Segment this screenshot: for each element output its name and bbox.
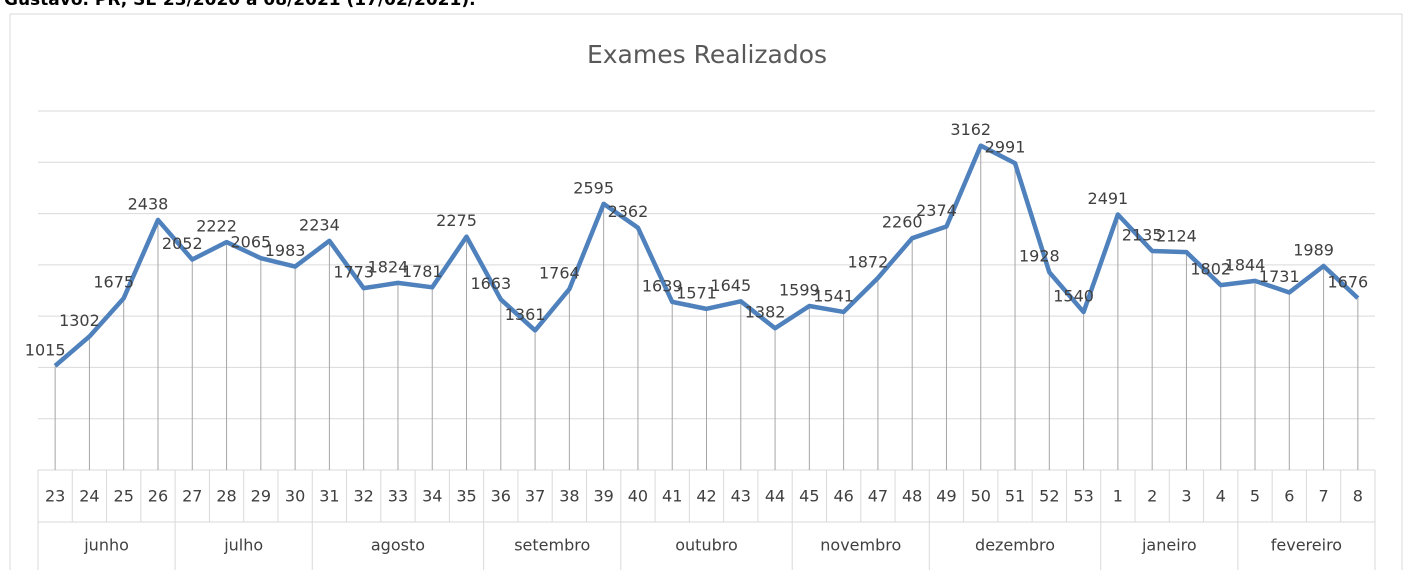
data-label: 1731 [1259, 267, 1300, 286]
data-label: 2275 [436, 211, 477, 230]
data-label: 1540 [1053, 287, 1094, 306]
x-tick-label: 34 [422, 487, 442, 506]
data-label: 2222 [196, 217, 237, 236]
data-label: 1571 [676, 283, 717, 302]
x-tick-label: 28 [216, 487, 236, 506]
x-tick-label: 43 [731, 487, 751, 506]
data-label: 1675 [93, 273, 134, 292]
x-tick-label: 31 [319, 487, 339, 506]
data-label: 1676 [1327, 273, 1368, 292]
x-tick-label: 53 [1073, 487, 1093, 506]
data-label: 2991 [985, 138, 1026, 157]
x-group-label: janeiro [1141, 536, 1197, 555]
x-tick-label: 41 [662, 487, 682, 506]
chart-title: Exames Realizados [587, 40, 827, 69]
data-label: 1844 [1225, 255, 1266, 274]
data-label: 2491 [1088, 189, 1129, 208]
x-tick-label: 49 [936, 487, 956, 506]
data-label: 1989 [1293, 240, 1334, 259]
data-label: 2374 [916, 201, 957, 220]
data-label: 1639 [642, 276, 683, 295]
x-tick-label: 38 [559, 487, 579, 506]
data-label: 1645 [710, 276, 751, 295]
data-label: 1015 [25, 340, 66, 359]
x-tick-label: 27 [182, 487, 202, 506]
header-text: Gustavo. PR, SE 23/2020 a 08/2021 (17/02… [4, 0, 476, 10]
data-label: 3162 [950, 120, 991, 139]
x-tick-label: 42 [696, 487, 716, 506]
x-group-label: setembro [514, 536, 590, 555]
x-tick-label: 37 [525, 487, 545, 506]
data-label: 1781 [402, 262, 443, 281]
data-line [53, 143, 1360, 368]
x-tick-label: 36 [491, 487, 511, 506]
x-tick-label: 47 [868, 487, 888, 506]
x-tick-label: 26 [148, 487, 168, 506]
x-tick-label: 33 [388, 487, 408, 506]
data-label: 1382 [745, 303, 786, 322]
x-tick-label: 40 [628, 487, 648, 506]
data-label: 2438 [128, 194, 169, 213]
data-label: 2234 [299, 215, 340, 234]
x-tick-label: 23 [45, 487, 65, 506]
data-label: 1599 [779, 280, 820, 299]
x-tick-label: 1 [1113, 487, 1123, 506]
x-tick-label: 51 [1005, 487, 1025, 506]
data-label: 2052 [162, 234, 203, 253]
data-label: 1541 [813, 286, 854, 305]
x-group-label: dezembro [975, 536, 1055, 555]
x-tick-label: 46 [833, 487, 853, 506]
data-label: 2124 [1156, 227, 1197, 246]
data-label: 1663 [470, 274, 511, 293]
x-tick-label: 32 [353, 487, 373, 506]
x-tick-label: 2 [1147, 487, 1157, 506]
data-label: 1872 [848, 252, 889, 271]
x-tick-label: 30 [285, 487, 305, 506]
data-label: 1983 [265, 241, 306, 260]
x-tick-label: 48 [902, 487, 922, 506]
x-tick-label: 5 [1250, 487, 1260, 506]
data-label: 1302 [59, 311, 100, 330]
data-label: 1773 [333, 263, 374, 282]
x-tick-label: 4 [1216, 487, 1226, 506]
data-label: 2260 [882, 213, 923, 232]
x-tick-label: 44 [765, 487, 785, 506]
x-tick-label: 25 [114, 487, 134, 506]
x-group-label: fevereiro [1271, 536, 1342, 555]
data-label: 2065 [230, 233, 271, 252]
x-tick-label: 45 [799, 487, 819, 506]
x-group-label: julho [223, 536, 263, 555]
data-label: 2362 [608, 202, 649, 221]
x-tick-label: 3 [1181, 487, 1191, 506]
x-tick-label: 29 [251, 487, 271, 506]
chart-area [9, 13, 1403, 570]
x-group-label: junho [83, 536, 129, 555]
x-tick-label: 7 [1318, 487, 1328, 506]
x-tick-label: 50 [971, 487, 991, 506]
x-tick-label: 52 [1039, 487, 1059, 506]
x-group-label: agosto [371, 536, 425, 555]
x-tick-label: 35 [456, 487, 476, 506]
data-label: 1928 [1019, 247, 1060, 266]
data-label: 2135 [1122, 226, 1163, 245]
data-label: 1361 [505, 305, 546, 324]
data-label: 1824 [368, 257, 409, 276]
x-tick-label: 39 [593, 487, 613, 506]
x-tick-label: 24 [79, 487, 99, 506]
x-group-label: novembro [820, 536, 901, 555]
x-group-label: outubro [675, 536, 738, 555]
x-tick-label: 8 [1353, 487, 1363, 506]
x-tick-label: 6 [1284, 487, 1294, 506]
data-label: 1764 [539, 264, 580, 283]
data-label: 1802 [1190, 260, 1231, 279]
data-label: 2595 [573, 178, 614, 197]
